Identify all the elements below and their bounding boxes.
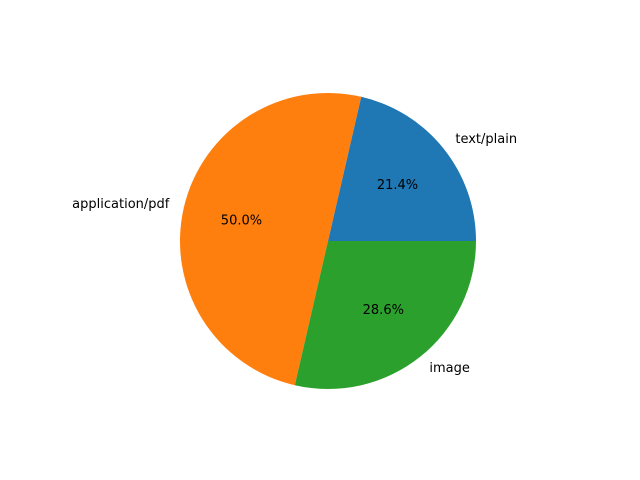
slice-label-text-plain: text/plain: [455, 132, 517, 147]
pie-labels: text/plain 21.4% application/pdf 50.0% image…: [72, 132, 517, 376]
slice-label-image: image: [429, 361, 470, 376]
slice-percent-application-pdf: 50.0%: [221, 214, 262, 229]
slice-percent-image: 28.6%: [363, 303, 404, 318]
slice-percent-text-plain: 21.4%: [377, 178, 418, 193]
pie-slice-image: [294, 241, 477, 389]
pie-slice-text-plain: [328, 96, 477, 241]
slice-label-application-pdf: application/pdf: [72, 197, 170, 212]
pie-slice-application-pdf: [180, 93, 362, 386]
pie-slices: [180, 93, 477, 389]
